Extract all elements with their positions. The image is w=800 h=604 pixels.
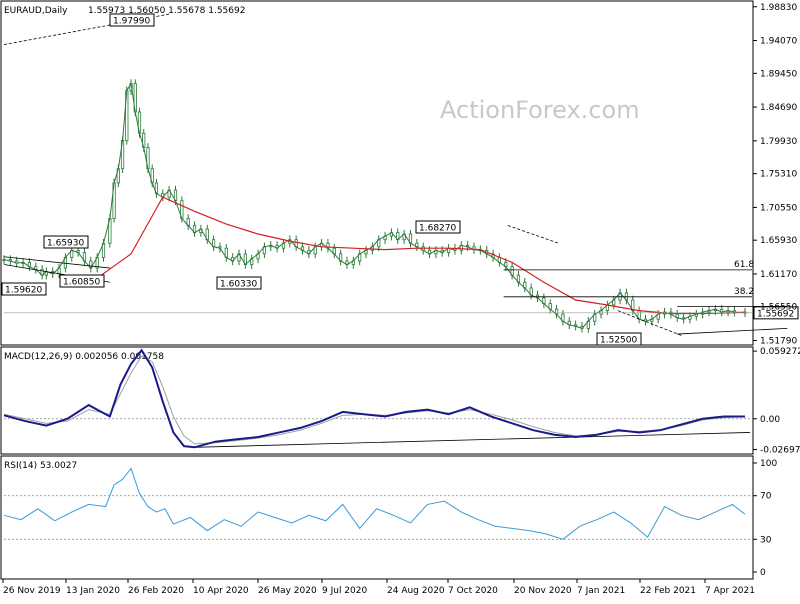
rsi-title: RSI(14) 53.0027 <box>4 461 77 471</box>
x-tick-label: 26 Feb 2020 <box>128 586 184 596</box>
x-tick-label: 24 Aug 2020 <box>387 586 445 596</box>
price-title: EURAUD,Daily <box>4 6 68 16</box>
price-tick-label: 1.89450 <box>760 69 797 79</box>
price-annotation-label: 1.60850 <box>63 278 100 288</box>
channel-line <box>3 256 110 269</box>
price-annotation-label: 1.68270 <box>419 224 456 234</box>
rsi-tick-label: 70 <box>760 492 772 502</box>
dashed-trendline <box>3 13 170 45</box>
axes: 1.55692 1.98830 1.94070 1.89450 1.84690 1.799… <box>2 3 800 596</box>
x-tick-label: 20 Nov 2020 <box>514 586 572 596</box>
macd-line <box>3 348 745 449</box>
price-annotation-box <box>415 220 461 234</box>
dashed-trendline <box>617 310 682 336</box>
price-tick-label: 1.56550 <box>760 303 797 313</box>
channel-line <box>677 327 788 335</box>
x-tick-label: 13 Jan 2020 <box>66 586 120 596</box>
fib-label: 38.2 <box>734 287 754 297</box>
x-tick-label: 26 May 2020 <box>258 586 317 596</box>
price-tick-label: 1.84690 <box>760 103 797 113</box>
rsi-line <box>3 467 746 540</box>
price-annotation-label: 1.97990 <box>113 17 150 27</box>
price-annotation-box <box>59 274 105 288</box>
rsi-tick-label: 30 <box>760 535 772 545</box>
macd-title: MACD(12,26,9) 0.002056 0.001758 <box>4 352 164 362</box>
sma-line <box>67 196 746 315</box>
x-tick-label: 9 Jul 2020 <box>322 586 367 596</box>
rsi-tick-label: 100 <box>760 459 777 469</box>
dashed-trendline <box>507 225 559 244</box>
x-tick-label: 7 Jan 2021 <box>577 586 625 596</box>
macd-tick-label: 0.059272 <box>760 347 800 357</box>
macd-tick-label: 0.00 <box>760 415 780 425</box>
x-tick-label: 7 Oct 2020 <box>448 586 498 596</box>
x-tick-label: 26 Nov 2019 <box>3 586 61 596</box>
macd-tick-label: -0.026978 <box>760 446 800 456</box>
macd-panel <box>0 346 754 455</box>
price-tick-label: 1.94070 <box>760 37 797 47</box>
price-annotation-box <box>109 13 155 27</box>
price-annotation-label: 1.65930 <box>47 239 84 249</box>
fib-label: 61.8 <box>734 260 754 270</box>
price-annotation-box <box>216 276 262 290</box>
price-tick-label: 1.61170 <box>760 270 797 280</box>
price-tick-label: 1.51790 <box>760 337 797 347</box>
rsi-panel <box>0 455 754 580</box>
macd-trendline <box>194 432 751 448</box>
price-line <box>3 82 746 329</box>
rsi-tick-label: 0 <box>760 568 766 578</box>
x-tick-label: 22 Feb 2021 <box>640 586 696 596</box>
price-annotation-box <box>1 282 47 296</box>
price-annotation-box <box>43 235 89 249</box>
price-annotation-label: 1.52500 <box>600 336 637 346</box>
macd-plot <box>3 348 752 449</box>
price-tick-label: 1.98830 <box>760 3 797 13</box>
price-annotation-label: 1.59620 <box>5 286 42 296</box>
x-tick-label: 10 Apr 2020 <box>193 586 249 596</box>
price-annotation-box <box>596 332 642 346</box>
x-tick-label: 7 Apr 2021 <box>705 586 755 596</box>
ohlc-readout: 1.55973 1.56050 1.55678 1.55692 <box>88 6 245 16</box>
price-tick-label: 1.79930 <box>760 137 797 147</box>
price-tick-label: 1.65930 <box>760 236 797 246</box>
price-tick-label: 1.70550 <box>760 203 797 213</box>
current-price-tag <box>753 306 799 320</box>
price-plot: 61.8 38.2 1.97990 1.65930 1.59620 1.60850 1.60… <box>1 13 788 346</box>
current-price-tag-label: 1.55692 <box>757 309 794 319</box>
watermark: ActionForex.com <box>440 96 640 124</box>
price-panel <box>0 0 754 346</box>
price-annotation-label: 1.60330 <box>220 280 257 290</box>
price-tick-label: 1.75310 <box>760 170 797 180</box>
rsi-plot <box>3 467 752 540</box>
